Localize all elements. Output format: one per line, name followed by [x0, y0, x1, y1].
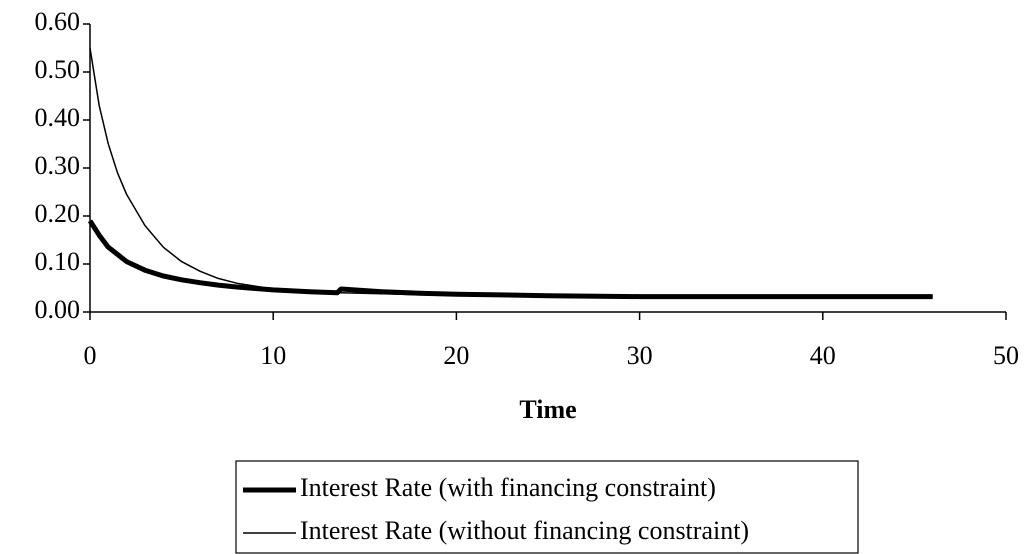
x-axis-label: Time	[519, 395, 576, 424]
legend-label: Interest Rate (with financing constraint…	[300, 473, 716, 502]
y-tick-label: 0.20	[35, 199, 81, 228]
x-tick-label: 40	[810, 341, 836, 370]
legend-box	[235, 460, 859, 554]
x-tick-label: 10	[260, 341, 286, 370]
y-tick-label: 0.50	[35, 55, 81, 84]
series-line	[87, 219, 933, 300]
x-tick-label: 50	[993, 341, 1019, 370]
y-tick-label: 0.00	[35, 295, 81, 324]
y-tick-label: 0.10	[35, 247, 81, 276]
x-tick-label: 30	[627, 341, 653, 370]
x-tick-label: 20	[443, 341, 469, 370]
series-line	[89, 47, 933, 298]
legend-label: Interest Rate (without financing constra…	[300, 516, 749, 545]
y-tick-label: 0.60	[35, 7, 81, 36]
x-tick-label: 0	[84, 341, 97, 370]
y-tick-label: 0.30	[35, 151, 81, 180]
y-tick-label: 0.40	[35, 103, 81, 132]
